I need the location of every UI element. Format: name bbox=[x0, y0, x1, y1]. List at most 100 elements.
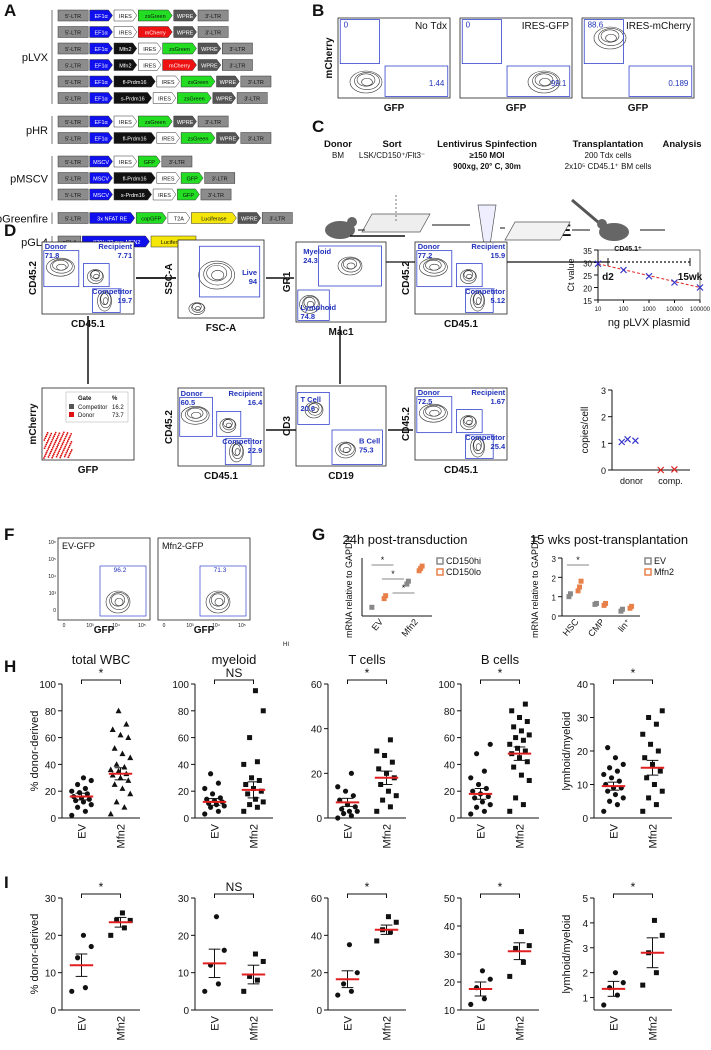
y-tick-label: 2 bbox=[582, 969, 588, 980]
axis-label: GFP bbox=[94, 625, 115, 636]
gate bbox=[461, 19, 502, 65]
contour bbox=[304, 401, 324, 419]
vector-segment bbox=[138, 155, 161, 168]
data-point bbox=[651, 917, 657, 923]
data-point bbox=[335, 784, 341, 790]
data-point bbox=[485, 793, 491, 800]
y-tick-label: 1 bbox=[552, 594, 557, 603]
data-point bbox=[208, 771, 214, 777]
data-point bbox=[481, 808, 487, 814]
event-dot bbox=[51, 456, 53, 459]
data-point bbox=[387, 737, 393, 743]
y-axis-label: % donor-derived bbox=[29, 914, 41, 995]
event-dot bbox=[50, 450, 52, 453]
gate-value: 71.3 bbox=[214, 567, 227, 574]
y-tick-label: 2 bbox=[552, 574, 557, 583]
x-tick-label: 10 bbox=[595, 307, 602, 313]
vector-segment bbox=[200, 188, 232, 201]
x-tick-label: Mfn2 bbox=[116, 1016, 128, 1040]
vector-segment bbox=[197, 26, 229, 38]
y-tick-label: 10⁴ bbox=[48, 574, 56, 580]
plot-frame bbox=[41, 241, 135, 315]
vector-segment bbox=[113, 75, 156, 88]
y-tick-label: 3 bbox=[601, 386, 606, 396]
plot-frame bbox=[295, 241, 387, 323]
legend-value: 73.7 bbox=[112, 413, 124, 419]
gate-name: Recipient bbox=[471, 388, 505, 397]
axis-label: CD45.2 bbox=[28, 261, 39, 295]
data-point bbox=[511, 724, 517, 730]
x-tick-label: 10⁵ bbox=[238, 623, 246, 629]
event-dot bbox=[44, 437, 46, 440]
contour bbox=[191, 302, 205, 313]
data-point bbox=[115, 707, 122, 714]
y-axis-label: Ct value bbox=[566, 258, 576, 291]
gate-value: 72.5 bbox=[418, 397, 433, 406]
gate bbox=[339, 19, 380, 65]
data-point bbox=[645, 272, 653, 280]
data-point bbox=[114, 917, 120, 923]
significance-label: * bbox=[365, 666, 370, 680]
vector-segment bbox=[152, 188, 177, 201]
data-point bbox=[474, 751, 480, 757]
event-dot bbox=[56, 437, 58, 440]
gate-value: 75.3 bbox=[359, 446, 374, 455]
x-tick-label: CMP bbox=[586, 617, 607, 639]
gate bbox=[506, 65, 571, 97]
vector-segment bbox=[57, 155, 89, 168]
gate-value: 5.12 bbox=[491, 296, 506, 305]
segment-label: zsGreen bbox=[169, 47, 190, 53]
gate bbox=[628, 65, 693, 97]
x-tick-label: EV bbox=[343, 1015, 355, 1030]
x-tick-label: EV bbox=[370, 617, 385, 633]
contour bbox=[527, 70, 561, 94]
event-dot bbox=[51, 447, 54, 449]
data-point bbox=[252, 951, 258, 957]
contour bbox=[100, 293, 109, 305]
data-point bbox=[241, 808, 247, 814]
y-tick-label: 20 bbox=[45, 931, 57, 942]
data-point bbox=[75, 955, 81, 961]
event-dot bbox=[46, 441, 48, 444]
vector-segment bbox=[162, 59, 197, 71]
y-tick-label: 0 bbox=[183, 814, 189, 825]
contour bbox=[180, 405, 210, 425]
y-tick-label: 30 bbox=[45, 894, 57, 905]
event-dot bbox=[54, 441, 56, 444]
gate-value: 22.9 bbox=[248, 446, 263, 455]
event-dot bbox=[68, 454, 70, 457]
contour bbox=[423, 258, 446, 274]
vector-segment bbox=[135, 212, 167, 224]
vector-segment bbox=[57, 212, 89, 224]
data-point bbox=[511, 764, 517, 770]
data-point bbox=[612, 791, 619, 798]
vector-segment bbox=[180, 75, 216, 88]
segment-label: MSCV bbox=[93, 160, 109, 166]
data-point bbox=[75, 804, 81, 810]
event-dot bbox=[57, 434, 60, 436]
axis-label: FSC-A bbox=[206, 323, 237, 334]
data-point bbox=[607, 765, 613, 771]
annotation: * bbox=[391, 569, 395, 579]
y-tick-label: 10 bbox=[178, 969, 190, 980]
vector-segment bbox=[113, 59, 138, 71]
vector-segment bbox=[161, 155, 193, 168]
gate-value: 96.2 bbox=[114, 567, 127, 574]
step-title: Transplantation bbox=[573, 139, 644, 150]
vector-segment bbox=[113, 132, 156, 144]
contour bbox=[605, 33, 617, 43]
x-axis-label: ng pLVX plasmid bbox=[608, 317, 690, 329]
vector-segment bbox=[113, 115, 138, 128]
y-tick-label: 0 bbox=[582, 814, 588, 825]
gate-name: Lymphoid bbox=[301, 303, 337, 312]
data-point bbox=[215, 981, 221, 987]
x-tick-label: 100 bbox=[618, 307, 629, 313]
data-point bbox=[507, 973, 513, 979]
step-detail: BM bbox=[332, 151, 344, 160]
event-dot bbox=[61, 435, 63, 437]
data-point bbox=[515, 745, 521, 751]
segment-label: 5'-LTR bbox=[65, 47, 81, 53]
segment-label: zsGreen bbox=[184, 97, 205, 103]
data-point bbox=[80, 775, 87, 781]
gate bbox=[455, 263, 483, 288]
